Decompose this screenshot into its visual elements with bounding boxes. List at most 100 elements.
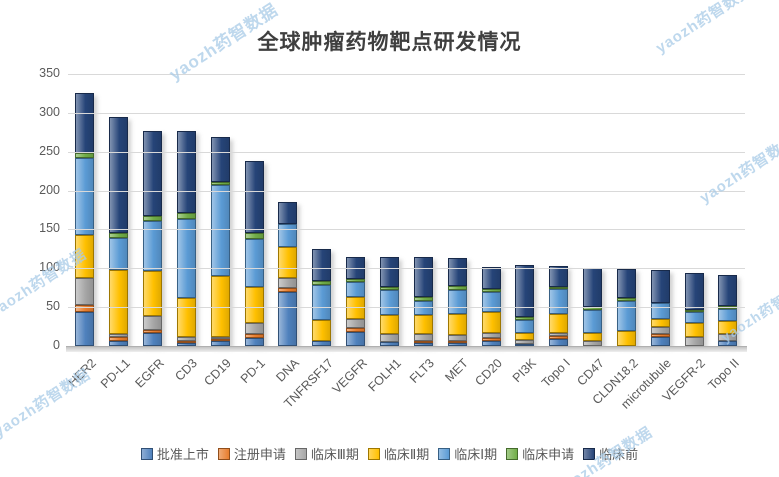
segment-PD-L1-临床Ⅰ期[interactable] <box>109 238 129 270</box>
segment-PD-L1-注册申请[interactable] <box>109 337 129 341</box>
segment-microtubule-临床Ⅱ期[interactable] <box>650 318 670 327</box>
segment-PI3K-临床Ⅰ期[interactable] <box>515 320 535 333</box>
segment-FLT3-注册申请[interactable] <box>413 340 433 343</box>
legend-item-临床Ⅲ期[interactable]: 临床Ⅲ期 <box>294 444 359 463</box>
bar-DNA[interactable] <box>278 201 298 346</box>
segment-TNFRSF17-临床申请[interactable] <box>312 280 332 285</box>
segment-TNFRSF17-临床Ⅰ期[interactable] <box>312 284 332 320</box>
segment-MET-临床Ⅰ期[interactable] <box>447 289 467 314</box>
segment-CD20-临床Ⅲ期[interactable] <box>481 332 501 339</box>
segment-VEGFR-2-临床Ⅲ期[interactable] <box>684 337 704 346</box>
segment-CD19-临床Ⅱ期[interactable] <box>210 276 230 338</box>
segment-FLT3-临床前[interactable] <box>413 257 433 298</box>
segment-CD19-临床前[interactable] <box>210 136 230 182</box>
bar-PD-L1[interactable] <box>109 116 129 346</box>
segment-VEGFR-临床申请[interactable] <box>346 279 366 283</box>
bar-HER2[interactable] <box>75 93 95 346</box>
segment-microtubule-批准上市[interactable] <box>650 336 670 346</box>
segment-microtubule-临床Ⅲ期[interactable] <box>650 326 670 334</box>
segment-TNFRSF17-临床前[interactable] <box>312 248 332 281</box>
legend-item-注册申请[interactable]: 注册申请 <box>217 444 286 463</box>
segment-Topo II-临床前[interactable] <box>718 275 738 306</box>
bar-CD20[interactable] <box>481 266 501 346</box>
segment-PI3K-临床Ⅲ期[interactable] <box>515 339 535 344</box>
segment-DNA-临床Ⅲ期[interactable] <box>278 277 298 288</box>
segment-CD19-临床Ⅲ期[interactable] <box>210 337 230 340</box>
segment-FLT3-临床Ⅲ期[interactable] <box>413 333 433 341</box>
segment-PD-L1-临床申请[interactable] <box>109 233 129 239</box>
segment-Topo I-临床前[interactable] <box>549 266 569 288</box>
segment-DNA-注册申请[interactable] <box>278 287 298 292</box>
segment-EGFR-注册申请[interactable] <box>143 329 163 333</box>
segment-PD-1-临床Ⅰ期[interactable] <box>244 238 264 287</box>
bar-TNFRSF17[interactable] <box>312 248 332 346</box>
segment-DNA-临床前[interactable] <box>278 201 298 225</box>
legend-item-批准上市[interactable]: 批准上市 <box>140 444 209 463</box>
segment-PD-1-临床Ⅲ期[interactable] <box>244 323 264 334</box>
legend-item-临床Ⅱ期[interactable]: 临床Ⅱ期 <box>367 444 429 463</box>
segment-DNA-批准上市[interactable] <box>278 291 298 346</box>
segment-VEGFR-2-临床申请[interactable] <box>684 309 704 312</box>
segment-CD20-临床Ⅱ期[interactable] <box>481 311 501 333</box>
segment-HER2-临床Ⅲ期[interactable] <box>75 278 95 305</box>
segment-CD20-临床Ⅰ期[interactable] <box>481 292 501 312</box>
segment-CD19-注册申请[interactable] <box>210 339 230 342</box>
segment-PD-L1-临床前[interactable] <box>109 116 129 234</box>
segment-MET-注册申请[interactable] <box>447 340 467 343</box>
segment-PD-1-注册申请[interactable] <box>244 333 264 339</box>
segment-FLT3-临床Ⅰ期[interactable] <box>413 301 433 316</box>
segment-Topo I-临床Ⅱ期[interactable] <box>549 314 569 333</box>
segment-CD47-临床前[interactable] <box>583 267 603 308</box>
segment-FOLH1-临床Ⅱ期[interactable] <box>380 314 400 334</box>
segment-VEGFR-2-临床Ⅰ期[interactable] <box>684 311 704 323</box>
segment-HER2-临床Ⅰ期[interactable] <box>75 157 95 235</box>
bar-VEGFR[interactable] <box>346 256 366 346</box>
segment-FLT3-临床申请[interactable] <box>413 297 433 302</box>
segment-CD19-临床申请[interactable] <box>210 181 230 186</box>
segment-FOLH1-批准上市[interactable] <box>380 342 400 346</box>
segment-CD3-注册申请[interactable] <box>176 340 196 343</box>
segment-EGFR-批准上市[interactable] <box>143 332 163 346</box>
segment-EGFR-临床Ⅰ期[interactable] <box>143 220 163 271</box>
segment-CLDN18.2-临床Ⅰ期[interactable] <box>616 300 636 332</box>
segment-CD20-注册申请[interactable] <box>481 338 501 342</box>
segment-Topo II-临床Ⅰ期[interactable] <box>718 308 738 322</box>
segment-EGFR-临床Ⅱ期[interactable] <box>143 270 163 316</box>
segment-CD47-临床Ⅲ期[interactable] <box>583 341 603 346</box>
segment-CD3-临床申请[interactable] <box>176 213 196 220</box>
bar-FLT3[interactable] <box>413 257 433 346</box>
segment-CD20-批准上市[interactable] <box>481 341 501 346</box>
segment-CLDN18.2-临床Ⅱ期[interactable] <box>616 331 636 346</box>
segment-CD3-临床前[interactable] <box>176 130 196 214</box>
bar-CD47[interactable] <box>583 267 603 346</box>
segment-PD-1-临床前[interactable] <box>244 161 264 234</box>
bar-Topo II[interactable] <box>718 275 738 346</box>
segment-Topo I-批准上市[interactable] <box>549 339 569 346</box>
segment-microtubule-注册申请[interactable] <box>650 333 670 337</box>
segment-Topo II-临床Ⅲ期[interactable] <box>718 334 738 341</box>
segment-DNA-临床Ⅰ期[interactable] <box>278 224 298 248</box>
segment-CD47-临床Ⅰ期[interactable] <box>583 310 603 333</box>
segment-HER2-注册申请[interactable] <box>75 304 95 312</box>
segment-VEGFR-临床Ⅰ期[interactable] <box>346 282 366 298</box>
segment-EGFR-临床Ⅲ期[interactable] <box>143 315 163 330</box>
segment-EGFR-临床申请[interactable] <box>143 216 163 221</box>
segment-PD-L1-临床Ⅱ期[interactable] <box>109 269 129 334</box>
segment-PI3K-临床前[interactable] <box>515 265 535 318</box>
segment-VEGFR-批准上市[interactable] <box>346 332 366 346</box>
segment-microtubule-临床Ⅰ期[interactable] <box>650 303 670 319</box>
segment-HER2-批准上市[interactable] <box>75 311 95 346</box>
segment-PD-1-临床申请[interactable] <box>244 233 264 239</box>
bar-Topo I[interactable] <box>549 266 569 346</box>
segment-HER2-临床前[interactable] <box>75 93 95 154</box>
segment-Topo I-临床申请[interactable] <box>549 287 569 290</box>
segment-EGFR-临床前[interactable] <box>143 130 163 217</box>
bar-FOLH1[interactable] <box>380 256 400 346</box>
segment-PD-1-临床Ⅱ期[interactable] <box>244 286 264 324</box>
segment-CD47-临床Ⅱ期[interactable] <box>583 332 603 342</box>
bar-CD3[interactable] <box>176 130 196 346</box>
segment-PI3K-批准上市[interactable] <box>515 343 535 346</box>
segment-PI3K-临床申请[interactable] <box>515 317 535 321</box>
segment-PD-1-批准上市[interactable] <box>244 338 264 346</box>
legend-item-临床前[interactable]: 临床前 <box>583 444 638 463</box>
